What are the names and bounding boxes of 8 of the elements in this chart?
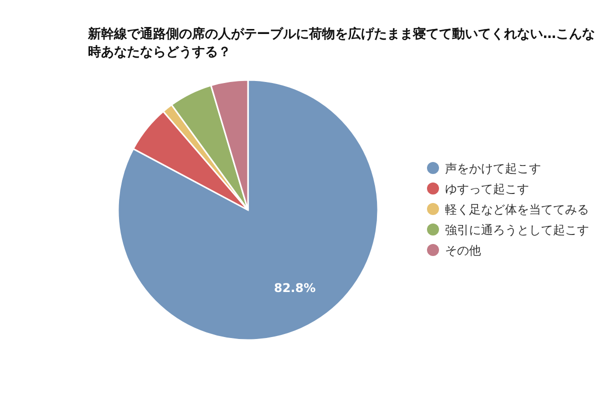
legend-label: ゆすって起こす bbox=[445, 182, 529, 196]
legend-label: 声をかけて起こす bbox=[445, 162, 541, 176]
legend-label: 軽く足など体を当ててみる bbox=[445, 202, 589, 216]
pie-slice bbox=[117, 79, 379, 341]
data-label: 82.8% bbox=[274, 281, 316, 296]
chart-title: 新幹線で通路側の席の人がテーブルに荷物を広げたまま寝てて動いてくれない…こんな時あなたならどうする？ bbox=[88, 26, 596, 62]
legend-label: 強引に通ろうとして起こす bbox=[445, 223, 589, 237]
legend-label: その他 bbox=[445, 244, 481, 258]
